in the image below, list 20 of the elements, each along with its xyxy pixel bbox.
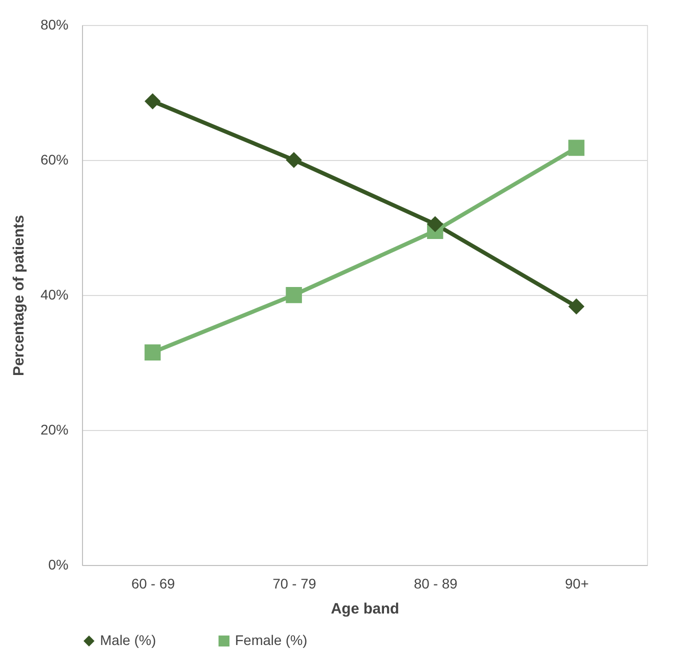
legend-label: Female (%) [235,632,308,648]
x-tick-label: 90+ [565,576,589,592]
y-tick-label: 0% [48,556,68,572]
point [144,93,161,110]
y-tick-label: 40% [40,286,68,302]
point [286,286,302,304]
y-axis-title: Percentage of patients [10,215,28,376]
point [286,152,302,168]
x-tick-label: 80 - 89 [414,576,458,592]
legend-label: Male (%) [100,632,156,648]
x-tick-label: 60 - 69 [131,576,176,592]
point [427,216,444,232]
x-axis-title: Age band [330,600,400,618]
point [568,140,584,156]
y-tick-label: 20% [40,422,68,438]
y-tick-label: 80% [40,16,68,32]
point [144,344,161,360]
y-tick-label: 60% [40,152,68,168]
x-tick-label: 70 - 79 [272,576,316,592]
point [568,298,584,315]
